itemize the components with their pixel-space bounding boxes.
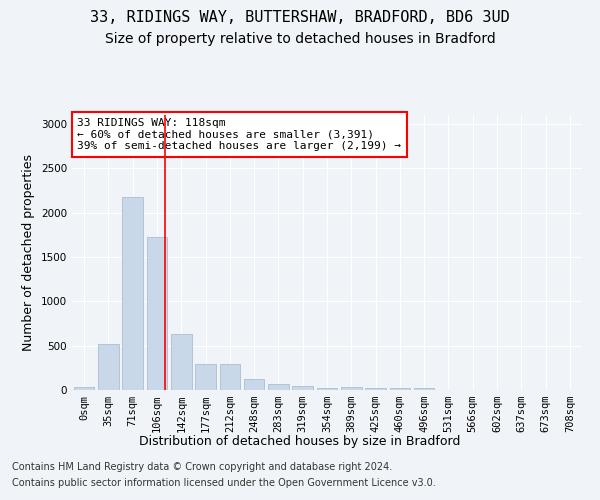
Bar	[146, 238, 167, 390]
Bar	[365, 388, 386, 390]
Bar	[220, 364, 240, 390]
Bar	[98, 344, 119, 390]
Text: 33 RIDINGS WAY: 118sqm
← 60% of detached houses are smaller (3,391)
39% of semi-: 33 RIDINGS WAY: 118sqm ← 60% of detached…	[77, 118, 401, 151]
Bar	[122, 196, 143, 390]
Bar	[292, 386, 313, 390]
Y-axis label: Number of detached properties: Number of detached properties	[22, 154, 35, 351]
Text: Contains HM Land Registry data © Crown copyright and database right 2024.: Contains HM Land Registry data © Crown c…	[12, 462, 392, 472]
Text: Distribution of detached houses by size in Bradford: Distribution of detached houses by size …	[139, 435, 461, 448]
Bar	[341, 388, 362, 390]
Text: Contains public sector information licensed under the Open Government Licence v3: Contains public sector information licen…	[12, 478, 436, 488]
Bar	[74, 388, 94, 390]
Bar	[414, 388, 434, 390]
Text: 33, RIDINGS WAY, BUTTERSHAW, BRADFORD, BD6 3UD: 33, RIDINGS WAY, BUTTERSHAW, BRADFORD, B…	[90, 10, 510, 25]
Bar	[195, 364, 216, 390]
Text: Size of property relative to detached houses in Bradford: Size of property relative to detached ho…	[104, 32, 496, 46]
Bar	[389, 388, 410, 390]
Bar	[268, 384, 289, 390]
Bar	[317, 388, 337, 390]
Bar	[244, 380, 265, 390]
Bar	[171, 334, 191, 390]
